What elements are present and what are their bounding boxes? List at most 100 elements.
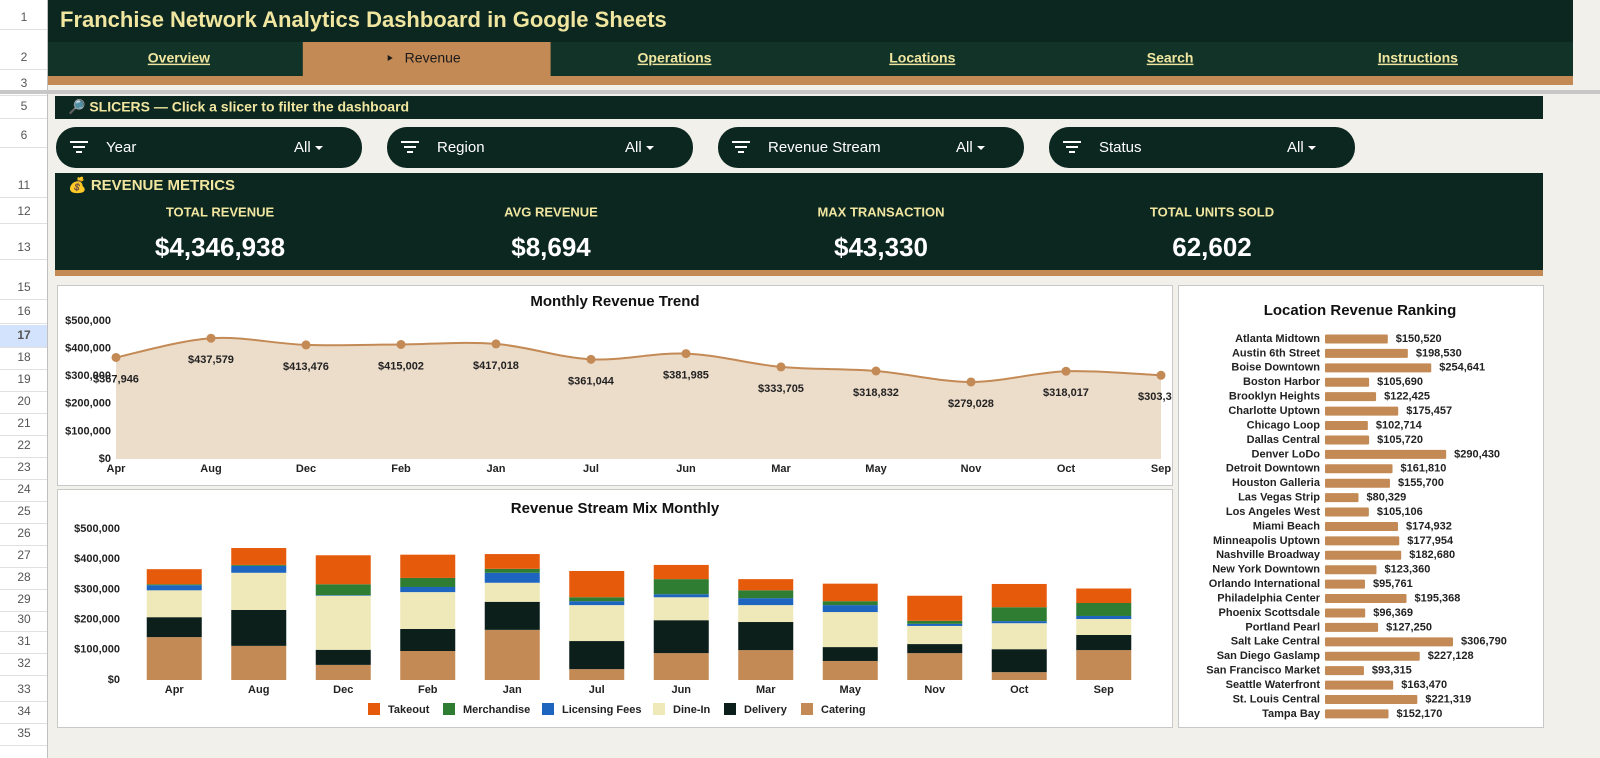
bar	[1325, 579, 1365, 589]
value-label: $102,714	[1376, 419, 1423, 431]
bar-segment	[315, 649, 371, 665]
value-label: $227,128	[1428, 650, 1474, 662]
slicer[interactable]: Status All	[1049, 127, 1355, 168]
kpi-label: AVG REVENUE	[504, 204, 598, 219]
row-number: 26	[17, 526, 31, 540]
bar-segment	[907, 623, 963, 626]
nav-tab[interactable]: Search	[1147, 50, 1194, 66]
title-bar	[48, 0, 1573, 42]
value-label: $415,002	[378, 360, 424, 372]
row-number: 21	[17, 416, 31, 430]
x-tick-label: Mar	[756, 684, 776, 696]
tab-marker	[387, 55, 393, 61]
filter-icon	[735, 146, 747, 148]
nav-tab[interactable]: Revenue	[405, 50, 461, 66]
row-number: 13	[17, 240, 31, 254]
bar	[1325, 464, 1393, 474]
category-label: Austin 6th Street	[1232, 347, 1320, 359]
category-label: Brooklyn Heights	[1229, 391, 1320, 403]
kpi-value: $8,694	[511, 232, 591, 262]
bar-segment	[991, 583, 1047, 608]
bar	[1325, 622, 1379, 632]
value-label: $177,954	[1407, 535, 1454, 547]
x-tick-label: May	[840, 684, 862, 696]
slicer-label: Status	[1099, 139, 1142, 156]
bar-segment	[822, 601, 878, 606]
bar-segment	[569, 669, 625, 680]
bar-segment	[569, 641, 625, 670]
slicer[interactable]: Revenue Stream All	[718, 127, 1024, 168]
slicer[interactable]: Year All	[56, 127, 362, 168]
bar-segment	[822, 605, 878, 613]
x-tick-label: Aug	[248, 684, 269, 696]
category-label: Portland Pearl	[1245, 621, 1320, 633]
bar-segment	[653, 579, 709, 595]
slicer-header	[55, 96, 1543, 119]
kpi-value: 62,602	[1172, 232, 1252, 262]
slicer-label: Year	[106, 139, 136, 156]
nav-bar	[48, 42, 1573, 76]
y-tick-label: $200,000	[65, 398, 111, 410]
x-tick-label: Apr	[165, 684, 185, 696]
slicer-pill	[56, 127, 362, 168]
x-tick-label: Dec	[296, 463, 316, 475]
bar-segment	[484, 554, 540, 569]
data-point	[1061, 366, 1071, 376]
bar	[1325, 637, 1453, 647]
bar	[1325, 348, 1408, 358]
bar	[1325, 478, 1390, 488]
metrics-stripe	[55, 270, 1543, 276]
row-number: 2	[21, 50, 28, 64]
x-tick-label: Nov	[924, 684, 946, 696]
row-number: 5	[21, 99, 28, 113]
value-label: $306,790	[1461, 636, 1507, 648]
bar	[1325, 493, 1359, 503]
slicer-value: All	[956, 139, 973, 156]
filter-icon	[732, 141, 750, 143]
bar-segment	[231, 609, 287, 646]
x-tick-label: Jan	[503, 684, 522, 696]
category-label: Charlotte Uptown	[1228, 405, 1320, 417]
slicer-title: 🔎 SLICERS — Click a slicer to filter the…	[68, 98, 409, 116]
y-tick-label: $200,000	[74, 614, 120, 626]
value-label: $163,470	[1401, 679, 1447, 691]
row-number: 18	[17, 350, 31, 364]
data-point	[871, 366, 881, 376]
legend-swatch	[724, 703, 736, 715]
slicer[interactable]: Region All	[387, 127, 693, 168]
x-tick-label: Feb	[418, 684, 438, 696]
data-point	[776, 362, 786, 372]
value-label: $150,520	[1396, 333, 1442, 345]
nav-tab[interactable]: Locations	[889, 50, 955, 66]
bar	[1325, 334, 1388, 344]
slicer-label: Revenue Stream	[768, 139, 881, 156]
row-number: 32	[17, 656, 31, 670]
row-number: 24	[17, 482, 31, 496]
category-label: Nashville Broadway	[1216, 549, 1321, 561]
data-point	[681, 349, 691, 359]
bar-segment	[484, 601, 540, 630]
nav-tab[interactable]: Operations	[638, 50, 712, 66]
bar-segment	[146, 637, 202, 680]
data-point	[1156, 370, 1166, 380]
bar	[1325, 680, 1394, 690]
dashboard-title: Franchise Network Analytics Dashboard in…	[60, 7, 667, 32]
x-tick-label: Feb	[391, 463, 411, 475]
nav-tab[interactable]: Overview	[148, 50, 210, 66]
bar-segment	[738, 598, 794, 606]
bar-segment	[1076, 615, 1132, 619]
bar	[1325, 507, 1369, 517]
x-tick-label: Sep	[1151, 463, 1171, 475]
legend-swatch	[653, 703, 665, 715]
filter-icon	[1063, 141, 1081, 143]
bar	[1325, 449, 1447, 459]
nav-tab[interactable]: Instructions	[1378, 50, 1458, 66]
x-tick-label: Nov	[961, 463, 983, 475]
bar-segment	[907, 620, 963, 624]
bar-segment	[484, 629, 540, 680]
value-label: $152,170	[1396, 708, 1442, 720]
category-label: San Francisco Market	[1206, 665, 1320, 677]
filter-icon	[73, 146, 85, 148]
bar	[1325, 363, 1432, 373]
bar-segment	[1076, 602, 1132, 616]
